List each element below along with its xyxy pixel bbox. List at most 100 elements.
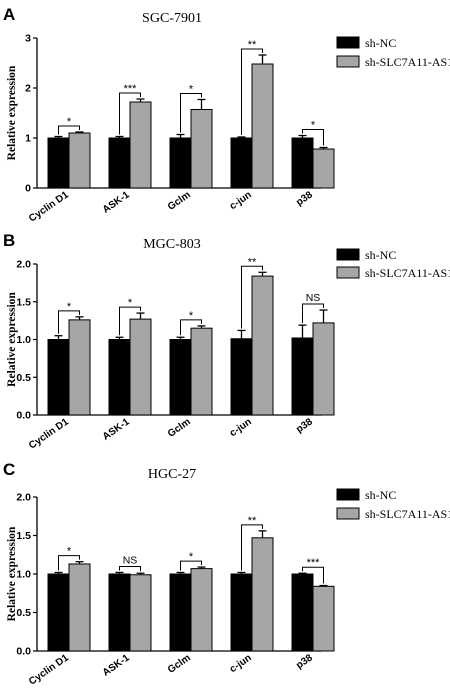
bar-sh-slc7a11-as1 [312, 322, 335, 416]
bar-sh-nc [47, 339, 70, 416]
x-tick-label: Cyclin D1 [27, 416, 71, 451]
y-tick-label: 1 [25, 133, 31, 145]
significance-label: * [67, 116, 72, 128]
chart-title: MGC-803 [143, 237, 201, 252]
bar-sh-slc7a11-as1 [129, 101, 152, 189]
significance-bracket [302, 129, 324, 146]
x-tick-label: c-jun [228, 652, 254, 675]
y-tick-label: 0 [25, 183, 31, 195]
bar-sh-slc7a11-as1 [68, 319, 91, 416]
bar-sh-nc [291, 573, 314, 652]
significance-label: * [189, 310, 194, 322]
legend-label: sh-NC [365, 488, 396, 502]
bar-sh-slc7a11-as1 [190, 327, 213, 416]
bar-sh-nc [169, 339, 192, 416]
x-tick-label: ASK-1 [101, 189, 132, 215]
significance-label: *** [307, 557, 321, 569]
x-tick-label: p38 [294, 189, 315, 208]
significance-bracket [241, 48, 263, 135]
chart-panel-b: B MGC-803 Relative expression 0.0 0.5 1.0 1.5 2… [3, 231, 450, 452]
significance-label: ** [248, 256, 257, 268]
legend-swatch [336, 55, 360, 68]
y-tick-label: 0.0 [16, 410, 31, 422]
y-tick-label: 0.0 [16, 646, 31, 658]
x-tick-label: c-jun [228, 189, 254, 212]
bar-sh-nc [169, 137, 192, 189]
bar-sh-slc7a11-as1 [251, 63, 274, 189]
significance-label: * [189, 84, 194, 96]
legend-label: sh-NC [365, 36, 396, 50]
y-tick-label: 0.5 [16, 607, 31, 619]
bar-sh-nc [108, 573, 131, 652]
significance-bracket [58, 310, 80, 334]
bar-sh-slc7a11-as1 [251, 275, 274, 416]
chart-panel-a: A SGC-7901 Relative expression 0 1 2 3 * Cyclin … [3, 5, 450, 225]
bar-sh-slc7a11-as1 [68, 563, 91, 652]
significance-label: NS [306, 292, 321, 304]
significance-bracket [119, 92, 141, 135]
significance-label: * [311, 120, 316, 132]
significance-label: * [189, 551, 194, 563]
bar-sh-nc [47, 573, 70, 652]
legend-swatch [336, 36, 360, 49]
x-tick-label: p38 [294, 652, 315, 671]
legend-swatch [336, 248, 360, 261]
x-tick-label: Cyclin D1 [27, 652, 71, 687]
bar-sh-slc7a11-as1 [312, 148, 335, 189]
significance-label: * [67, 301, 72, 313]
significance-bracket [302, 566, 324, 584]
significance-bracket [119, 306, 141, 336]
bar-sh-slc7a11-as1 [251, 537, 274, 652]
legend-label: sh-SLC7A11-AS1 [365, 507, 450, 521]
significance-bracket [302, 303, 324, 324]
bar-sh-nc [230, 573, 253, 652]
significance-label: ** [248, 515, 257, 527]
panel-letter: B [3, 231, 15, 250]
x-tick-label: Gclm [166, 652, 193, 675]
bar-sh-nc [291, 337, 314, 416]
significance-label: *** [124, 83, 138, 95]
significance-bracket [180, 319, 202, 336]
legend-label: sh-NC [365, 248, 396, 262]
x-tick-label: p38 [294, 416, 315, 435]
legend-swatch [336, 488, 360, 501]
x-tick-label: Gclm [166, 416, 193, 439]
y-tick-label: 1.0 [16, 334, 31, 346]
bar-sh-nc [169, 573, 192, 652]
panel-letter: C [3, 460, 15, 479]
bar-sh-slc7a11-as1 [190, 568, 213, 652]
y-tick-label: 0.5 [16, 372, 31, 384]
legend-label: sh-SLC7A11-AS1 [365, 266, 450, 280]
y-tick-label: 2 [25, 83, 31, 95]
x-tick-label: c-jun [228, 416, 254, 439]
bar-sh-nc [47, 137, 70, 189]
significance-bracket [180, 93, 202, 133]
significance-bracket [241, 524, 263, 571]
significance-bracket [58, 555, 80, 571]
significance-label: NS [123, 554, 138, 566]
bar-sh-slc7a11-as1 [68, 132, 91, 189]
y-tick-label: 2.0 [16, 492, 31, 504]
significance-bracket [58, 125, 80, 135]
significance-label: * [128, 297, 133, 309]
legend-swatch [336, 266, 360, 279]
bar-sh-slc7a11-as1 [129, 318, 152, 416]
bar-sh-slc7a11-as1 [312, 585, 335, 652]
significance-label: ** [248, 39, 257, 51]
y-axis-label: Relative expression [6, 526, 18, 621]
x-tick-label: ASK-1 [101, 416, 132, 442]
significance-label: * [67, 546, 72, 558]
y-axis-label: Relative expression [6, 292, 18, 387]
chart-panel-c: C HGC-27 Relative expression 0.0 0.5 1.0 1.5 2.… [3, 460, 450, 688]
y-tick-label: 2.0 [16, 259, 31, 271]
x-tick-label: ASK-1 [101, 652, 132, 678]
panel-letter: A [3, 5, 15, 24]
bar-sh-nc [291, 137, 314, 189]
y-tick-label: 3 [25, 33, 31, 45]
legend-label: sh-SLC7A11-AS1 [365, 55, 450, 69]
y-axis-label: Relative expression [6, 65, 18, 160]
chart-title: SGC-7901 [142, 11, 202, 26]
y-tick-label: 1.0 [16, 569, 31, 581]
bar-sh-nc [230, 338, 253, 416]
